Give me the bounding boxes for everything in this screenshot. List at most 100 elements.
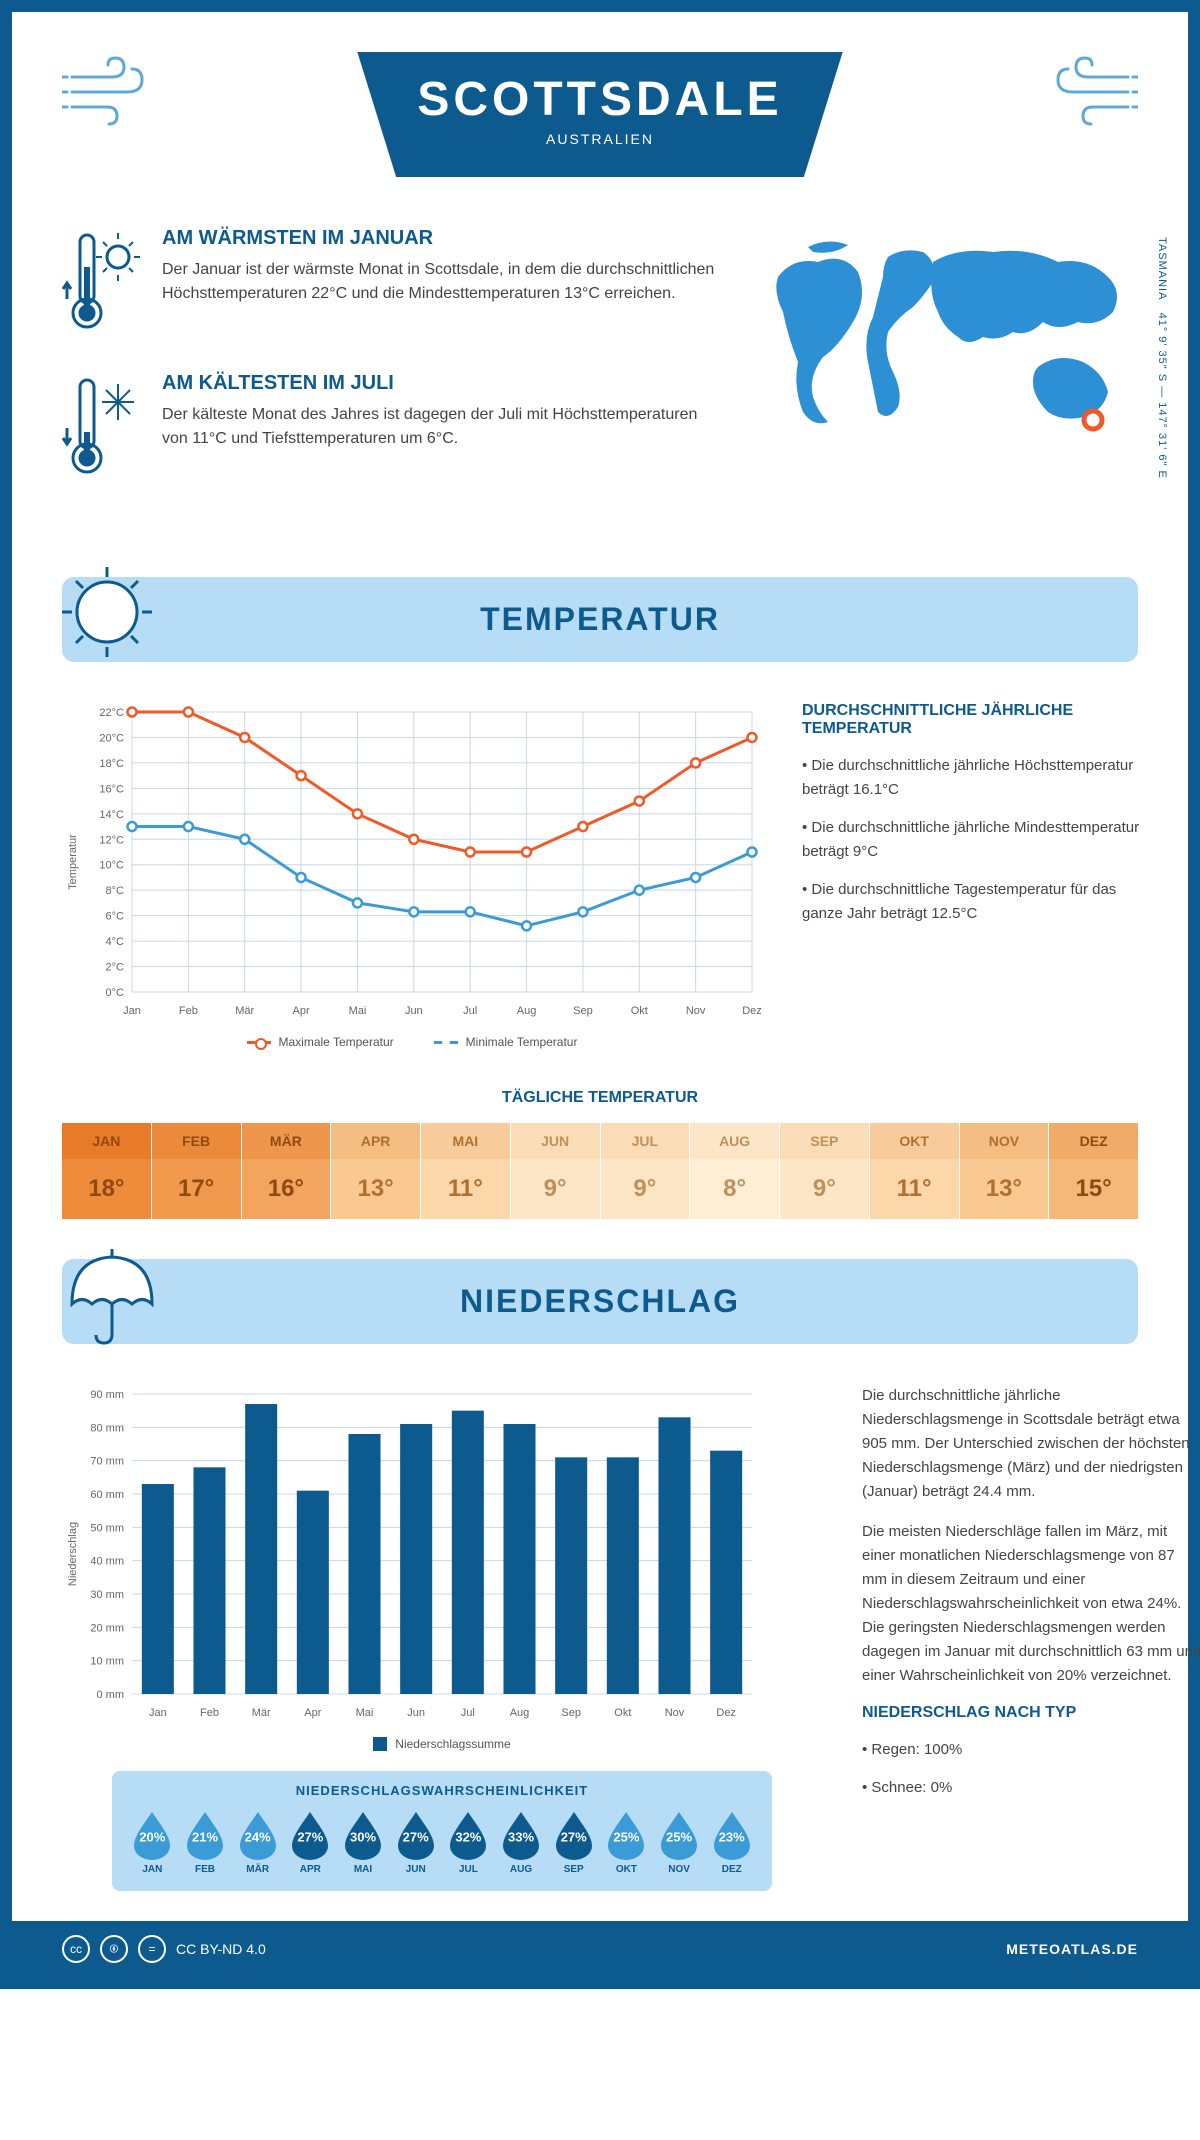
precip-para: Die meisten Niederschläge fallen im März…	[862, 1520, 1200, 1688]
temp-bullet: • Die durchschnittliche jährliche Mindes…	[802, 816, 1142, 864]
cc-icon: cc	[62, 1935, 90, 1963]
svg-text:40 mm: 40 mm	[90, 1556, 124, 1568]
svg-text:18°C: 18°C	[99, 758, 124, 770]
svg-text:60 mm: 60 mm	[90, 1489, 124, 1501]
warmest-block: AM WÄRMSTEN IM JANUAR Der Januar ist der…	[62, 227, 718, 342]
svg-text:Okt: Okt	[631, 1005, 648, 1017]
svg-text:14°C: 14°C	[99, 809, 124, 821]
coldest-body: Der kälteste Monat des Jahres ist dagege…	[162, 403, 718, 451]
precip-para: Die durchschnittliche jährliche Niedersc…	[862, 1384, 1200, 1504]
temp-col: AUG8°	[690, 1123, 780, 1219]
svg-text:10 mm: 10 mm	[90, 1656, 124, 1668]
svg-text:4°C: 4°C	[106, 936, 125, 948]
svg-text:Feb: Feb	[179, 1005, 198, 1017]
country-name: AUSTRALIEN	[417, 131, 782, 147]
svg-text:Mär: Mär	[252, 1707, 271, 1719]
warmest-title: AM WÄRMSTEN IM JANUAR	[162, 227, 718, 250]
temperature-line-chart: 0°C2°C4°C6°C8°C10°C12°C14°C16°C18°C20°C2…	[62, 702, 762, 1049]
nd-icon: =	[138, 1935, 166, 1963]
section-title: TEMPERATUR	[102, 601, 1098, 638]
section-header-precipitation: NIEDERSCHLAG	[62, 1259, 1138, 1344]
temp-col: APR13°	[331, 1123, 421, 1219]
temp-col: MÄR16°	[242, 1123, 332, 1219]
by-icon: 🅯	[100, 1935, 128, 1963]
svg-text:90 mm: 90 mm	[90, 1389, 124, 1401]
svg-text:Jun: Jun	[405, 1005, 423, 1017]
coordinates: TASMANIA 41° 9' 35" S — 147° 31' 6" E	[1156, 237, 1168, 479]
thermometer-cold-icon	[62, 372, 142, 487]
license-text: CC BY-ND 4.0	[176, 1941, 266, 1957]
temp-col: OKT11°	[870, 1123, 960, 1219]
svg-text:30 mm: 30 mm	[90, 1589, 124, 1601]
precip-probability: NIEDERSCHLAGSWAHRSCHEINLICHKEIT 20%JAN21…	[112, 1771, 772, 1891]
svg-text:2°C: 2°C	[106, 962, 125, 974]
temp-col: SEP9°	[780, 1123, 870, 1219]
prob-item: 33%AUG	[497, 1808, 546, 1875]
svg-text:Dez: Dez	[716, 1707, 736, 1719]
temp-bullet: • Die durchschnittliche Tagestemperatur …	[802, 878, 1142, 926]
prob-item: 30%MAI	[339, 1808, 388, 1875]
temp-info-title: DURCHSCHNITTLICHE JÄHRLICHE TEMPERATUR	[802, 702, 1142, 738]
sun-icon	[52, 557, 162, 672]
svg-text:80 mm: 80 mm	[90, 1422, 124, 1434]
prob-item: 24%MÄR	[233, 1808, 282, 1875]
svg-text:12°C: 12°C	[99, 834, 124, 846]
svg-text:50 mm: 50 mm	[90, 1522, 124, 1534]
precipitation-info: Die durchschnittliche jährliche Niedersc…	[862, 1384, 1200, 1891]
precipitation-bar-chart: 0 mm10 mm20 mm30 mm40 mm50 mm60 mm70 mm8…	[62, 1384, 822, 1891]
prob-item: 25%NOV	[655, 1808, 704, 1875]
svg-text:10°C: 10°C	[99, 860, 124, 872]
temp-bullet: • Die durchschnittliche jährliche Höchst…	[802, 754, 1142, 802]
city-name: SCOTTSDALE	[417, 72, 782, 127]
prob-title: NIEDERSCHLAGSWAHRSCHEINLICHKEIT	[128, 1783, 756, 1798]
svg-text:Nov: Nov	[686, 1005, 706, 1017]
legend-max: Maximale Temperatur	[279, 1035, 394, 1049]
infographic: SCOTTSDALE AUSTRALIEN AM WÄRMSTEN IM JAN…	[0, 0, 1200, 1989]
svg-text:6°C: 6°C	[106, 911, 125, 923]
svg-text:Feb: Feb	[200, 1707, 219, 1719]
precip-type: • Regen: 100%	[862, 1738, 1200, 1762]
site-credit: METEOATLAS.DE	[1006, 1941, 1138, 1957]
wind-icon	[62, 52, 162, 137]
section-header-temperature: TEMPERATUR	[62, 577, 1138, 662]
temp-col: MAI11°	[421, 1123, 511, 1219]
svg-text:8°C: 8°C	[106, 885, 125, 897]
svg-text:Jan: Jan	[149, 1707, 167, 1719]
temp-col: FEB17°	[152, 1123, 242, 1219]
header: SCOTTSDALE AUSTRALIEN	[12, 12, 1188, 207]
coldest-title: AM KÄLTESTEN IM JULI	[162, 372, 718, 395]
svg-text:Mai: Mai	[356, 1707, 374, 1719]
prob-item: 25%OKT	[602, 1808, 651, 1875]
legend-precip: Niederschlagssumme	[395, 1737, 510, 1751]
temp-col: DEZ15°	[1049, 1123, 1138, 1219]
svg-text:16°C: 16°C	[99, 783, 124, 795]
temp-col: NOV13°	[960, 1123, 1050, 1219]
prob-item: 27%JUN	[391, 1808, 440, 1875]
warmest-body: Der Januar ist der wärmste Monat in Scot…	[162, 258, 718, 306]
prob-item: 27%SEP	[549, 1808, 598, 1875]
temp-col: JUN9°	[511, 1123, 601, 1219]
svg-text:Jul: Jul	[461, 1707, 475, 1719]
svg-text:Mär: Mär	[235, 1005, 254, 1017]
precip-type: • Schnee: 0%	[862, 1776, 1200, 1800]
thermometer-hot-icon	[62, 227, 142, 342]
temp-col: JAN18°	[62, 1123, 152, 1219]
svg-text:Jan: Jan	[123, 1005, 141, 1017]
svg-text:Niederschlag: Niederschlag	[67, 1522, 79, 1586]
temp-col: JUL9°	[601, 1123, 691, 1219]
svg-text:Dez: Dez	[742, 1005, 762, 1017]
prob-item: 21%FEB	[181, 1808, 230, 1875]
svg-text:Sep: Sep	[573, 1005, 593, 1017]
svg-text:70 mm: 70 mm	[90, 1456, 124, 1468]
section-title: NIEDERSCHLAG	[102, 1283, 1098, 1320]
prob-item: 27%APR	[286, 1808, 335, 1875]
svg-text:0°C: 0°C	[106, 987, 125, 999]
daily-temp-title: TÄGLICHE TEMPERATUR	[12, 1089, 1188, 1107]
svg-text:22°C: 22°C	[99, 707, 124, 719]
svg-text:Aug: Aug	[517, 1005, 537, 1017]
prob-item: 32%JUL	[444, 1808, 493, 1875]
coldest-block: AM KÄLTESTEN IM JULI Der kälteste Monat …	[62, 372, 718, 487]
svg-text:Jul: Jul	[463, 1005, 477, 1017]
precip-type-title: NIEDERSCHLAG NACH TYP	[862, 1704, 1200, 1722]
svg-text:Temperatur: Temperatur	[67, 834, 79, 890]
